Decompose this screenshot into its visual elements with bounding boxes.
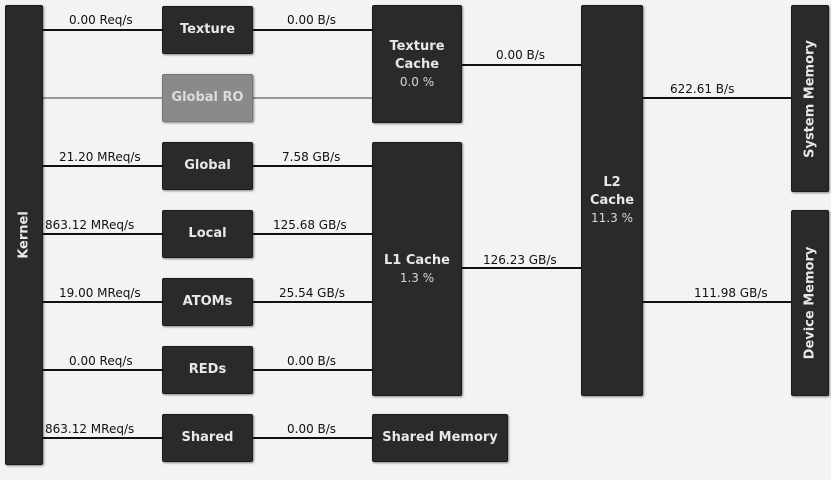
atoms-label: ATOMs bbox=[182, 294, 233, 309]
l2-cache-title: L2 Cache bbox=[589, 175, 635, 208]
shared-memory-label: Shared Memory bbox=[382, 430, 498, 445]
label-kernel-shared: 863.12 MReq/s bbox=[45, 422, 135, 436]
l2-cache-value: 11.3 % bbox=[591, 211, 633, 225]
local-label: Local bbox=[188, 226, 227, 241]
texture-cache-value: 0.0 % bbox=[399, 74, 435, 89]
link-texture-texcache bbox=[253, 29, 372, 31]
link-l2-device bbox=[643, 301, 791, 303]
label-atoms-l1: 25.54 GB/s bbox=[279, 286, 345, 300]
link-kernel-local bbox=[43, 233, 162, 235]
system-memory-label: System Memory bbox=[802, 39, 818, 158]
shared-node[interactable]: Shared bbox=[162, 414, 253, 462]
link-globalro-texcache bbox=[253, 97, 372, 99]
texture-node[interactable]: Texture bbox=[162, 6, 253, 54]
link-shared-sharedmem bbox=[253, 437, 372, 439]
global-node[interactable]: Global bbox=[162, 142, 253, 190]
label-kernel-texture: 0.00 Req/s bbox=[69, 13, 133, 27]
label-texcache-l2: 0.00 B/s bbox=[496, 48, 546, 62]
link-kernel-shared bbox=[43, 437, 162, 439]
label-kernel-global: 21.20 MReq/s bbox=[59, 150, 141, 164]
reds-label: REDs bbox=[188, 362, 227, 377]
label-local-l1: 125.68 GB/s bbox=[273, 218, 347, 232]
link-kernel-reds bbox=[43, 369, 162, 371]
label-kernel-atoms: 19.00 MReq/s bbox=[59, 286, 141, 300]
label-l2-system: 622.61 B/s bbox=[670, 82, 735, 96]
link-kernel-texture bbox=[43, 29, 162, 31]
system-memory-node[interactable]: System Memory bbox=[791, 5, 829, 192]
texture-label: Texture bbox=[179, 22, 236, 37]
kernel-label: Kernel bbox=[16, 211, 32, 259]
link-kernel-global bbox=[43, 165, 162, 167]
device-memory-node[interactable]: Device Memory bbox=[791, 210, 829, 396]
global-ro-node[interactable]: Global RO bbox=[162, 74, 253, 122]
link-kernel-atoms bbox=[43, 301, 162, 303]
label-texture-texcache: 0.00 B/s bbox=[287, 13, 337, 27]
l1-cache-value: 1.3 % bbox=[399, 270, 435, 285]
link-reds-l1 bbox=[253, 369, 372, 371]
label-l2-device: 111.98 GB/s bbox=[694, 286, 768, 300]
texture-cache-title-1: Texture bbox=[389, 38, 445, 54]
link-global-l1 bbox=[253, 165, 372, 167]
label-global-l1: 7.58 GB/s bbox=[282, 150, 341, 164]
l1-cache-node[interactable]: L1 Cache 1.3 % bbox=[372, 142, 462, 396]
shared-memory-node[interactable]: Shared Memory bbox=[372, 414, 508, 462]
device-memory-label: Device Memory bbox=[802, 246, 818, 360]
label-kernel-local: 863.12 MReq/s bbox=[45, 218, 135, 232]
link-kernel-global-ro bbox=[43, 97, 162, 99]
label-shared-sharedmem: 0.00 B/s bbox=[287, 422, 337, 436]
local-node[interactable]: Local bbox=[162, 210, 253, 258]
link-l1-l2 bbox=[462, 267, 581, 269]
global-ro-label: Global RO bbox=[171, 90, 244, 105]
atoms-node[interactable]: ATOMs bbox=[162, 278, 253, 326]
link-l2-system bbox=[643, 97, 791, 99]
global-label: Global bbox=[184, 158, 231, 173]
kernel-node[interactable]: Kernel bbox=[5, 5, 43, 465]
link-texcache-l2 bbox=[462, 64, 581, 66]
l1-cache-title: L1 Cache bbox=[384, 252, 450, 268]
link-atoms-l1 bbox=[253, 301, 372, 303]
link-local-l1 bbox=[253, 233, 372, 235]
texture-cache-node[interactable]: Texture Cache 0.0 % bbox=[372, 5, 462, 123]
label-kernel-reds: 0.00 Req/s bbox=[69, 354, 133, 368]
texture-cache-title-2: Cache bbox=[394, 56, 440, 72]
shared-label: Shared bbox=[181, 430, 234, 445]
label-reds-l1: 0.00 B/s bbox=[287, 354, 337, 368]
l2-cache-node[interactable]: L2 Cache 11.3 % bbox=[581, 5, 643, 396]
reds-node[interactable]: REDs bbox=[162, 346, 253, 394]
label-l1-l2: 126.23 GB/s bbox=[483, 253, 557, 267]
